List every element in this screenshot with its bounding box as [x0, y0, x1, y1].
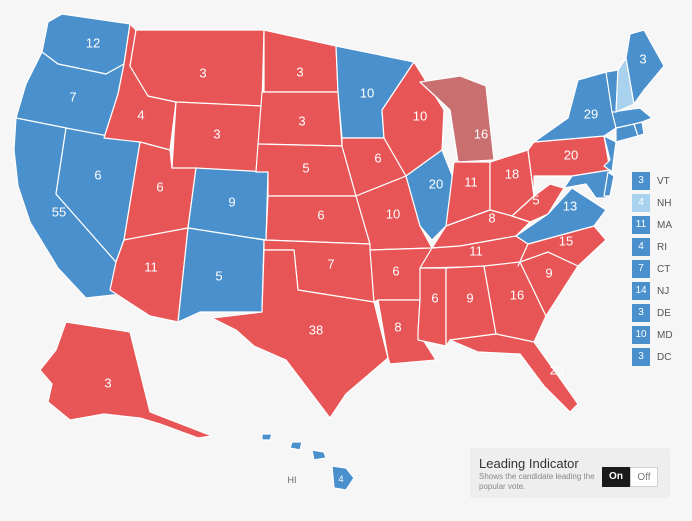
ev-label-nm: 5	[215, 269, 222, 284]
hawaii-islands[interactable]	[261, 433, 355, 491]
state-ak[interactable]	[39, 321, 213, 439]
ev-label-al: 9	[466, 291, 473, 306]
hawaii-kauai[interactable]	[261, 433, 273, 441]
ev-label-wv: 5	[532, 193, 539, 208]
ev-box: 4	[632, 194, 650, 212]
ev-label-ga: 16	[510, 288, 524, 303]
ev-label-ne: 5	[302, 161, 309, 176]
ev-label-ar: 6	[392, 264, 399, 279]
ev-label-tn: 11	[469, 244, 483, 259]
ev-label-ny: 29	[584, 107, 598, 122]
ev-box: 7	[632, 260, 650, 278]
ev-box: 4	[632, 238, 650, 256]
ev-label-sc: 9	[545, 266, 552, 281]
ev-label-nv: 6	[94, 168, 101, 183]
state-abbr: DE	[657, 307, 671, 319]
ev-label-il: 20	[429, 177, 443, 192]
ev-label-hi: 4	[338, 474, 343, 484]
state-abbr: MD	[657, 329, 673, 341]
state-ma[interactable]	[611, 107, 653, 129]
small-state-dc[interactable]: 3 DC	[632, 346, 692, 368]
ev-label-mt: 3	[199, 66, 206, 81]
state-abbr: DC	[657, 351, 672, 363]
small-state-ri[interactable]: 4 RI	[632, 236, 692, 258]
ev-label-co: 9	[228, 195, 235, 210]
ev-label-pa: 20	[564, 148, 578, 163]
ev-label-me: 3	[639, 52, 646, 67]
ev-box: 3	[632, 304, 650, 322]
ev-label-mn: 10	[360, 86, 374, 101]
state-abbr: VT	[657, 175, 670, 187]
leading-indicator-title: Leading Indicator	[479, 456, 579, 471]
ev-label-ca: 55	[52, 205, 66, 220]
ev-label-ut: 6	[156, 180, 163, 195]
ev-label-la: 8	[394, 320, 401, 335]
ev-label-nc: 15	[559, 234, 573, 249]
state-mi[interactable]	[419, 75, 495, 163]
ev-label-oh: 18	[505, 167, 519, 182]
state-ms[interactable]	[417, 267, 447, 347]
state-abbr: NJ	[657, 285, 670, 297]
state-fl[interactable]	[449, 333, 579, 413]
state-nd[interactable]	[263, 29, 339, 93]
ev-box: 10	[632, 326, 650, 344]
state-tx[interactable]	[211, 249, 389, 419]
ev-box: 11	[632, 216, 650, 234]
ev-label-ky: 8	[488, 211, 495, 226]
ev-label-mi: 16	[474, 127, 488, 142]
small-state-ma[interactable]: 11 MA	[632, 214, 692, 236]
leading-indicator-panel: Leading Indicator Shows the candidate le…	[470, 448, 670, 498]
state-ga[interactable]	[483, 261, 547, 343]
ev-label-wy: 3	[213, 127, 220, 142]
leading-indicator-toggle[interactable]: On Off	[602, 467, 658, 487]
hawaii-maui[interactable]	[311, 449, 327, 461]
ev-label-in: 11	[464, 175, 478, 190]
state-de[interactable]	[603, 171, 615, 197]
small-state-ct[interactable]: 7 CT	[632, 258, 692, 280]
toggle-on-button[interactable]: On	[602, 467, 630, 487]
ev-box: 3	[632, 172, 650, 190]
ev-label-ks: 6	[317, 208, 324, 223]
ev-label-nd: 3	[296, 65, 303, 80]
small-state-md[interactable]: 10 MD	[632, 324, 692, 346]
ev-label-wi: 10	[413, 109, 427, 124]
ev-label-ia: 6	[374, 151, 381, 166]
toggle-off-button[interactable]: Off	[630, 467, 658, 487]
hawaii-oahu[interactable]	[289, 441, 303, 451]
leading-indicator-subtitle: Shows the candidate leading the popular …	[479, 472, 595, 491]
hi-label: HI	[288, 475, 297, 485]
ev-label-ak: 3	[104, 376, 111, 391]
ev-label-tx: 38	[309, 323, 323, 338]
state-me[interactable]	[625, 29, 665, 105]
ev-label-fl: 29	[550, 363, 564, 378]
ev-label-va: 13	[563, 199, 577, 214]
state-abbr: NH	[657, 197, 672, 209]
ev-box: 3	[632, 348, 650, 366]
small-state-nj[interactable]: 14 NJ	[632, 280, 692, 302]
small-state-vt[interactable]: 3 VT	[632, 170, 692, 192]
state-abbr: RI	[657, 241, 667, 253]
state-mt[interactable]	[129, 29, 265, 107]
state-hi[interactable]	[331, 465, 355, 491]
state-nm[interactable]	[177, 227, 265, 323]
small-states-list: 3 VT 4 NH 11 MA 4 RI 7 CT 14 NJ 3 DE 10 MD 3 DC	[632, 170, 692, 368]
ev-label-id: 4	[137, 108, 144, 123]
ev-label-sd: 3	[298, 114, 305, 129]
ev-label-ms: 6	[431, 291, 438, 306]
state-abbr: CT	[657, 263, 671, 275]
ev-label-mo: 10	[386, 207, 400, 222]
ev-box: 14	[632, 282, 650, 300]
state-abbr: MA	[657, 219, 672, 231]
state-nj[interactable]	[603, 135, 617, 173]
state-md[interactable]	[563, 169, 611, 199]
ev-label-or: 7	[69, 90, 76, 105]
ev-label-wa: 12	[86, 36, 100, 51]
small-state-de[interactable]: 3 DE	[632, 302, 692, 324]
ev-label-az: 11	[144, 260, 158, 275]
ev-label-ok: 7	[327, 257, 334, 272]
state-ny[interactable]	[533, 71, 617, 143]
small-state-nh[interactable]: 4 NH	[632, 192, 692, 214]
